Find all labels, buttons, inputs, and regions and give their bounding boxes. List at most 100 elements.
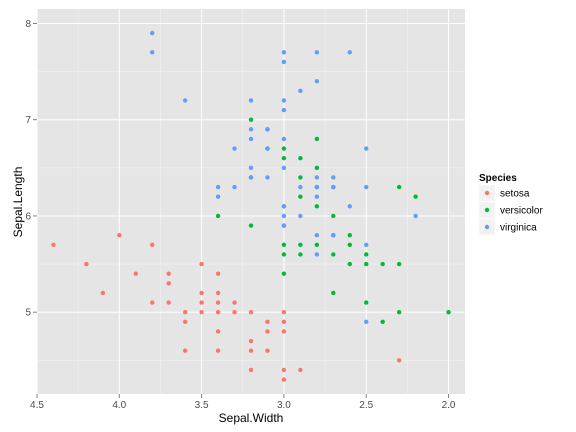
- point-setosa: [215, 348, 221, 353]
- point-versicolor: [281, 242, 287, 248]
- point-setosa: [182, 319, 188, 325]
- point-versicolor: [314, 165, 320, 171]
- point-versicolor: [347, 242, 352, 248]
- point-versicolor: [281, 271, 287, 276]
- legend-label-virginica: virginica: [500, 223, 537, 234]
- point-versicolor: [364, 300, 369, 305]
- point-setosa: [281, 309, 287, 315]
- axis-tick-labels: 4.5 4.0 3.5 3.0 2.5 2.0 5 6 7 8: [25, 19, 455, 411]
- point-virginica: [281, 98, 287, 103]
- point-versicolor: [314, 204, 320, 209]
- legend-swatch-virginica: [484, 224, 490, 230]
- legend-swatch-versicolor: [484, 207, 490, 213]
- legend-label-versicolor: versicolor: [500, 206, 543, 217]
- point-setosa: [166, 281, 171, 286]
- point-versicolor: [248, 117, 254, 122]
- point-versicolor: [364, 261, 369, 267]
- point-setosa: [248, 367, 254, 373]
- point-setosa: [150, 300, 155, 305]
- point-setosa: [248, 309, 254, 315]
- point-virginica: [298, 88, 303, 94]
- point-virginica: [265, 146, 270, 151]
- legend: Species setosa versicolor virginica: [478, 173, 543, 236]
- point-setosa: [248, 348, 254, 353]
- point-versicolor: [298, 242, 303, 248]
- point-virginica: [347, 50, 352, 55]
- point-virginica: [265, 175, 270, 180]
- point-versicolor: [331, 213, 336, 219]
- point-setosa: [166, 271, 171, 276]
- point-setosa: [100, 290, 106, 296]
- y-axis-title: Sepal.Length: [11, 167, 25, 238]
- point-virginica: [281, 213, 287, 219]
- point-setosa: [182, 348, 188, 353]
- x-axis-title: Sepal.Width: [219, 411, 284, 425]
- point-versicolor: [215, 213, 221, 219]
- point-virginica: [215, 184, 221, 190]
- data-points: [51, 30, 451, 382]
- point-versicolor: [281, 252, 287, 257]
- point-versicolor: [347, 261, 352, 267]
- point-setosa: [298, 367, 303, 373]
- point-setosa: [84, 261, 89, 267]
- point-virginica: [314, 232, 320, 238]
- point-setosa: [117, 232, 122, 238]
- point-virginica: [331, 184, 336, 190]
- point-setosa: [281, 377, 287, 382]
- legend-swatch-setosa: [484, 190, 490, 196]
- point-virginica: [413, 213, 418, 219]
- point-virginica: [364, 242, 369, 248]
- x-tick-label: 2.0: [442, 400, 456, 411]
- point-versicolor: [314, 242, 320, 248]
- point-versicolor: [281, 155, 287, 161]
- point-virginica: [248, 136, 254, 142]
- point-virginica: [314, 78, 320, 84]
- point-setosa: [232, 309, 237, 315]
- point-versicolor: [331, 252, 336, 257]
- point-setosa: [281, 319, 287, 325]
- point-versicolor: [396, 261, 402, 267]
- point-virginica: [347, 204, 352, 209]
- point-virginica: [314, 184, 320, 190]
- point-setosa: [199, 261, 204, 267]
- legend-items: setosa versicolor virginica: [478, 184, 543, 236]
- point-virginica: [281, 59, 287, 65]
- point-virginica: [248, 98, 254, 103]
- point-virginica: [182, 98, 188, 103]
- point-virginica: [265, 127, 270, 132]
- minor-gridlines: [37, 9, 465, 394]
- point-setosa: [215, 290, 221, 296]
- point-virginica: [281, 50, 287, 55]
- point-setosa: [215, 271, 221, 276]
- point-versicolor: [396, 309, 402, 315]
- point-setosa: [215, 309, 221, 315]
- point-versicolor: [446, 309, 451, 315]
- point-setosa: [265, 329, 270, 334]
- point-versicolor: [413, 194, 418, 199]
- point-virginica: [232, 146, 237, 151]
- axis-ticks: [33, 22, 450, 398]
- x-tick-label: 3.5: [195, 400, 209, 411]
- point-setosa: [232, 300, 237, 305]
- point-virginica: [150, 30, 155, 36]
- y-tick-label: 5: [25, 308, 31, 319]
- legend-title: Species: [479, 173, 517, 184]
- point-virginica: [232, 184, 237, 190]
- panel-background: [37, 9, 465, 394]
- point-versicolor: [331, 290, 336, 296]
- point-virginica: [215, 194, 221, 199]
- point-versicolor: [347, 232, 352, 238]
- point-virginica: [331, 232, 336, 238]
- x-tick-label: 4.0: [112, 400, 126, 411]
- point-setosa: [265, 348, 270, 353]
- point-setosa: [281, 329, 287, 334]
- point-versicolor: [248, 223, 254, 228]
- point-virginica: [281, 204, 287, 209]
- point-virginica: [150, 50, 155, 55]
- point-setosa: [133, 271, 138, 276]
- point-setosa: [51, 242, 56, 248]
- point-versicolor: [298, 252, 303, 257]
- y-tick-label: 7: [25, 115, 31, 126]
- point-setosa: [248, 338, 254, 344]
- point-virginica: [281, 107, 287, 113]
